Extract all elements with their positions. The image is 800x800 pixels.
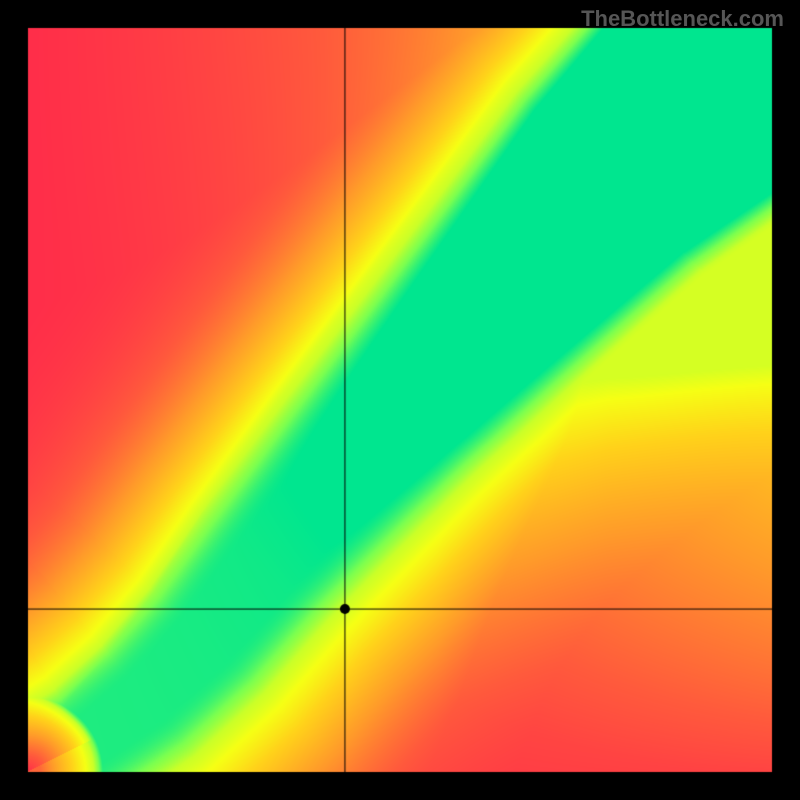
bottleneck-heatmap [0,0,800,800]
watermark-text: TheBottleneck.com [581,6,784,32]
chart-container: TheBottleneck.com [0,0,800,800]
